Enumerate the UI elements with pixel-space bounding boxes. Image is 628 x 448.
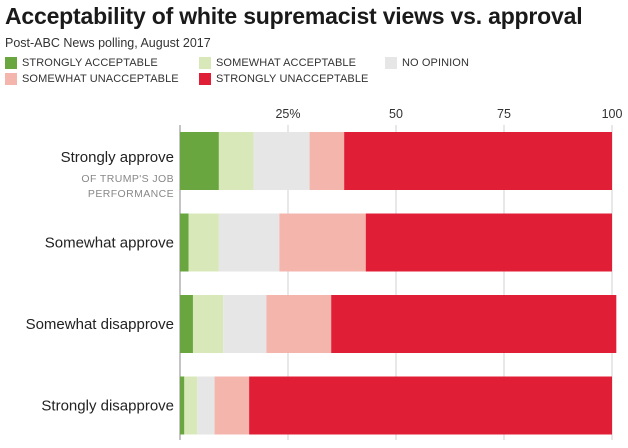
bar-somewhat-approve-somewhat-unacceptable <box>279 213 366 272</box>
bar-somewhat-approve-strongly-acceptable <box>180 213 189 272</box>
bar-somewhat-disapprove-somewhat-acceptable <box>192 295 224 353</box>
x-tick-label-25: 25% <box>275 107 300 121</box>
bar-strongly-disapprove-no-opinion <box>197 376 215 435</box>
legend-label-somewhat-acceptable: SOMEWHAT ACCEPTABLE <box>216 57 357 69</box>
bar-strongly-approve-somewhat-acceptable <box>218 132 254 190</box>
legend-item-strongly-acceptable: STRONGLY ACCEPTABLE <box>5 57 158 69</box>
row-label-strongly-disapprove: Strongly disapprove <box>41 398 174 415</box>
legend-swatch-somewhat-acceptable <box>199 57 211 69</box>
bar-strongly-disapprove-somewhat-unacceptable <box>214 376 250 435</box>
bar-strongly-approve-no-opinion <box>253 132 310 190</box>
bar-strongly-approve-somewhat-unacceptable <box>309 132 345 190</box>
legend-item-strongly-unacceptable: STRONGLY UNACCEPTABLE <box>199 73 368 85</box>
bar-strongly-approve-strongly-acceptable <box>180 132 219 190</box>
legend-label-somewhat-unacceptable: SOMEWHAT UNACCEPTABLE <box>22 73 179 85</box>
bar-strongly-approve-strongly-unacceptable <box>344 132 612 190</box>
x-tick-label-50: 50 <box>389 107 403 121</box>
bar-strongly-disapprove-strongly-acceptable <box>180 376 185 435</box>
x-tick-label-75: 75 <box>497 107 511 121</box>
bar-somewhat-disapprove-strongly-unacceptable <box>331 295 617 353</box>
bar-somewhat-disapprove-no-opinion <box>223 295 267 353</box>
bar-somewhat-approve-somewhat-acceptable <box>188 213 219 272</box>
legend-swatch-somewhat-unacceptable <box>5 73 17 85</box>
bar-somewhat-approve-strongly-unacceptable <box>365 213 612 272</box>
legend-label-strongly-acceptable: STRONGLY ACCEPTABLE <box>22 57 158 69</box>
legend: STRONGLY ACCEPTABLE SOMEWHAT ACCEPTABLE … <box>5 57 625 91</box>
bar-strongly-disapprove-strongly-unacceptable <box>249 376 612 435</box>
bar-somewhat-disapprove-somewhat-unacceptable <box>266 295 332 353</box>
row-note-line-1: OF TRUMP'S JOB <box>81 173 174 185</box>
bar-somewhat-approve-no-opinion <box>218 213 280 272</box>
chart-subtitle: Post-ABC News polling, August 2017 <box>5 36 211 50</box>
bar-strongly-disapprove-somewhat-acceptable <box>184 376 198 435</box>
chart-title: Acceptability of white supremacist views… <box>5 3 583 29</box>
legend-item-somewhat-acceptable: SOMEWHAT ACCEPTABLE <box>199 57 356 69</box>
row-note-line-2: PERFORMANCE <box>88 188 174 200</box>
legend-swatch-strongly-unacceptable <box>199 73 211 85</box>
x-tick-label-100: 100 <box>602 107 623 121</box>
legend-label-no-opinion: NO OPINION <box>402 57 470 69</box>
legend-swatch-strongly-acceptable <box>5 57 17 69</box>
bar-somewhat-disapprove-strongly-acceptable <box>180 295 193 353</box>
row-label-somewhat-approve: Somewhat approve <box>45 235 174 252</box>
legend-label-strongly-unacceptable: STRONGLY UNACCEPTABLE <box>216 73 369 85</box>
row-label-strongly-approve: Strongly approve <box>61 149 174 166</box>
legend-item-no-opinion: NO OPINION <box>385 57 469 69</box>
legend-swatch-no-opinion <box>385 57 397 69</box>
row-label-somewhat-disapprove: Somewhat disapprove <box>26 316 174 333</box>
legend-item-somewhat-unacceptable: SOMEWHAT UNACCEPTABLE <box>5 73 179 85</box>
